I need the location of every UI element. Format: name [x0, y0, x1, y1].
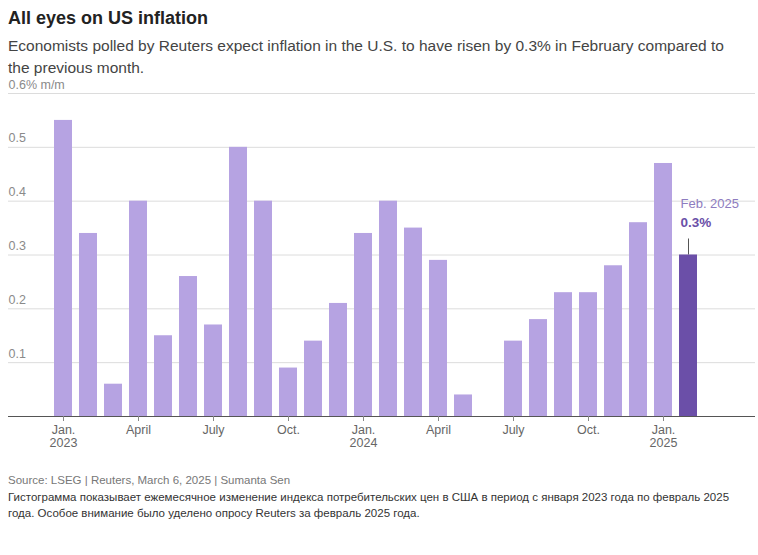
svg-text:0.5: 0.5	[9, 132, 26, 146]
svg-text:0.4: 0.4	[9, 186, 26, 200]
html-text:Гистограмма показывает ежемеся: Гистограмма показывает ежемесячное измен…	[8, 491, 729, 519]
html-text:All eyes on US inflation: All eyes on US inflation	[8, 8, 208, 28]
html-text:Source: LSEG | Reuters, March: Source: LSEG | Reuters, March 6, 2025 | …	[8, 474, 291, 487]
svg-text:0.2: 0.2	[9, 293, 26, 307]
svg-text:July: July	[502, 424, 525, 438]
svg-text:Jan.2023: Jan.2023	[50, 424, 78, 451]
svg-text:April: April	[126, 424, 151, 438]
html-text:Economists polled by Reuters e: Economists polled by Reuters expect infl…	[8, 37, 724, 76]
svg-text:0.1: 0.1	[9, 347, 26, 361]
svg-text:0.3: 0.3	[9, 239, 26, 253]
svg-text:0.3%: 0.3%	[681, 216, 712, 231]
svg-text:Jan.2025: Jan.2025	[650, 424, 678, 451]
svg-text:Jan.2024: Jan.2024	[350, 424, 378, 451]
svg-text:July: July	[202, 424, 225, 438]
svg-text:Oct.: Oct.	[577, 424, 600, 438]
svg-text:0.6% m/m: 0.6% m/m	[9, 78, 65, 92]
svg-text:Feb. 2025: Feb. 2025	[681, 197, 740, 212]
svg-text:April: April	[426, 424, 451, 438]
svg-text:Oct.: Oct.	[277, 424, 300, 438]
